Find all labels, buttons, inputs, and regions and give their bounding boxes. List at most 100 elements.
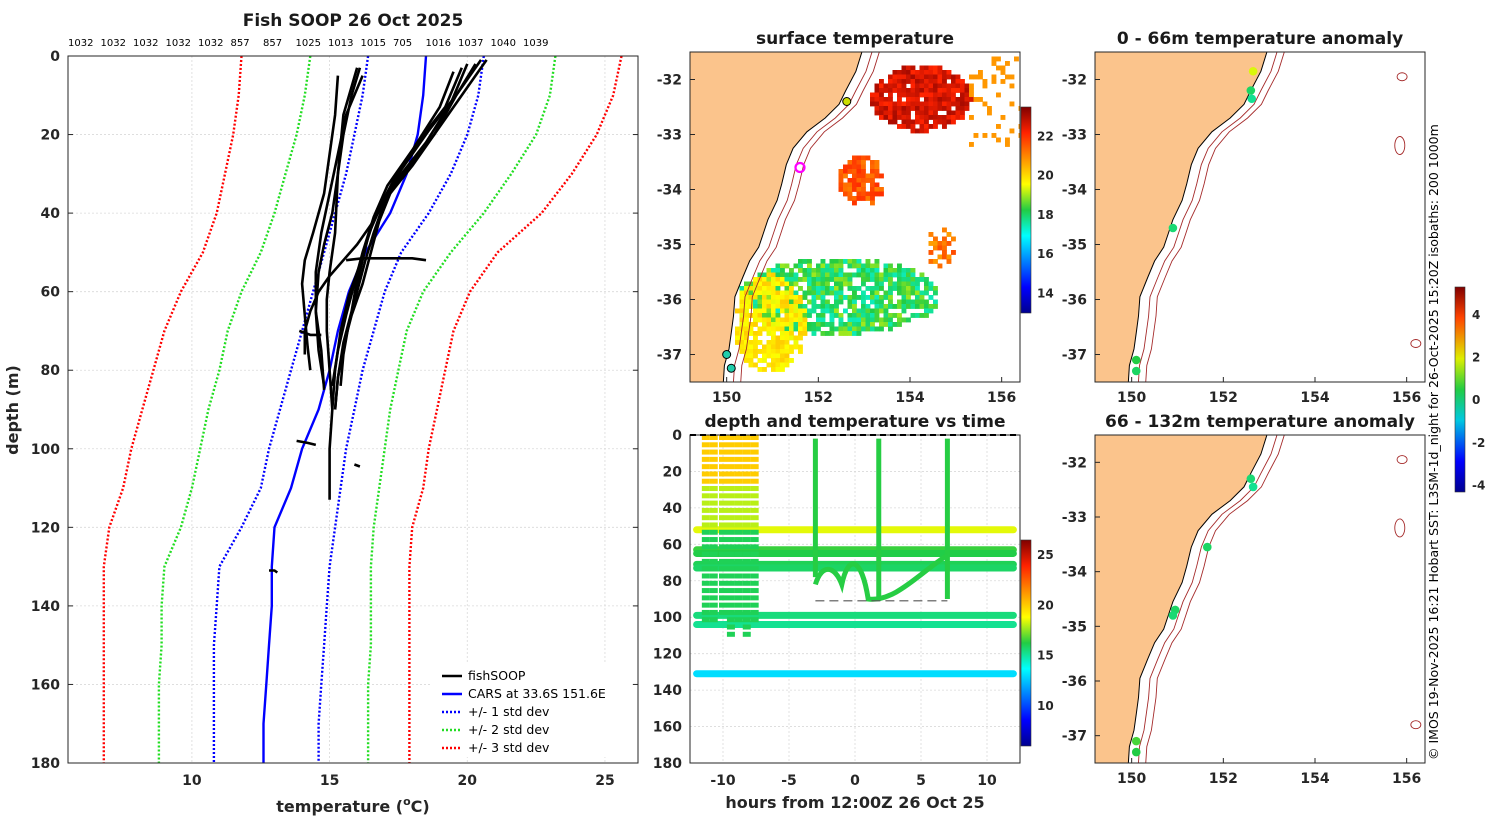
sst-cell xyxy=(928,232,934,237)
sst-cell xyxy=(928,92,934,98)
sst-cell xyxy=(910,281,916,287)
sst-cell xyxy=(897,322,902,327)
sst-cell xyxy=(937,254,943,260)
sst-cell xyxy=(789,281,794,287)
y-tick-label: -34 xyxy=(1062,183,1088,199)
cast-segment xyxy=(719,595,727,601)
sst-cell xyxy=(789,308,794,314)
sst-cell xyxy=(892,79,898,84)
y-tick-label: -33 xyxy=(1062,128,1087,144)
sst-cell xyxy=(888,299,893,305)
sst-cell xyxy=(892,304,898,309)
sst-cell xyxy=(888,101,893,107)
sst-cell xyxy=(753,299,758,305)
sst-cell xyxy=(820,259,826,264)
sst-cell xyxy=(1009,74,1015,80)
cast-segment xyxy=(734,551,743,557)
sst-cell xyxy=(960,101,965,107)
cast-segment xyxy=(734,464,743,470)
sst-cell xyxy=(969,74,974,80)
sst-cell xyxy=(798,304,803,309)
sst-cell xyxy=(874,313,880,318)
sst-cell xyxy=(897,290,902,296)
cast-segment xyxy=(709,493,718,499)
profile-xlabel: temperature (oC) xyxy=(276,795,429,816)
cast-segment xyxy=(709,529,718,535)
sst-cell xyxy=(951,74,956,80)
sst-cell xyxy=(951,92,956,98)
sst-cell xyxy=(852,295,857,300)
sst-cell xyxy=(924,110,929,116)
sst-cell xyxy=(789,349,794,354)
y-tick-label: 120 xyxy=(31,520,60,536)
x-tick-label: 152 xyxy=(804,390,833,406)
sst-cell xyxy=(928,70,934,75)
sst-cell xyxy=(784,335,790,341)
cast-segment xyxy=(734,449,743,455)
sst-cell xyxy=(852,308,857,314)
sst-cell xyxy=(937,83,943,89)
sst-cell xyxy=(780,358,785,363)
cast-segment xyxy=(742,617,751,623)
cast-segment xyxy=(726,602,735,608)
fishsoop-profile xyxy=(303,173,400,355)
sst-cell xyxy=(1005,142,1010,147)
sst-cell xyxy=(874,272,880,278)
sst-cell xyxy=(919,79,925,84)
cast-segment xyxy=(734,456,743,462)
sst-cell xyxy=(825,290,830,296)
anomaly-point xyxy=(1248,66,1258,76)
sst-cell xyxy=(816,272,821,278)
sst-cell xyxy=(924,286,929,291)
sst-cell xyxy=(924,313,929,318)
cast-segment xyxy=(719,435,727,440)
sst-cell xyxy=(739,304,745,309)
sst-cell xyxy=(852,187,857,192)
sst-cell xyxy=(906,299,911,305)
sst-cell xyxy=(802,295,808,300)
sst-cell xyxy=(946,110,952,116)
sst-cell xyxy=(771,344,776,350)
sst-cell xyxy=(928,79,934,84)
sst-cell xyxy=(892,286,898,291)
sst-cell xyxy=(1018,124,1020,129)
cast-segment xyxy=(734,493,743,499)
sst-cell xyxy=(861,155,866,161)
sst-cell xyxy=(762,272,767,278)
y-tick-label: -34 xyxy=(657,183,683,199)
sst-cell xyxy=(793,308,799,314)
sst-cell xyxy=(969,142,974,147)
sst-cell xyxy=(861,187,866,192)
sst-cell xyxy=(811,304,817,309)
sst-cell xyxy=(924,304,929,309)
sst-cell xyxy=(784,326,790,332)
anomaly-point xyxy=(1131,366,1141,376)
sst-cell xyxy=(784,277,790,282)
depth-time-colorbar xyxy=(1020,539,1032,747)
sst-cell xyxy=(919,128,925,134)
cast-segment xyxy=(709,617,718,623)
sst-cell xyxy=(802,322,808,327)
sst-cell xyxy=(757,304,763,309)
sst-cell xyxy=(838,326,844,332)
sst-cell xyxy=(838,281,844,287)
sst-cell xyxy=(847,182,853,188)
sst-cell xyxy=(757,331,763,336)
sst-cell xyxy=(766,362,772,368)
y-tick-label: 40 xyxy=(663,501,683,517)
depth-time-xlabel: hours from 12:00Z 26 Oct 25 xyxy=(725,793,984,812)
sst-cell xyxy=(901,119,907,125)
sst-cell xyxy=(820,308,826,314)
sst-cell xyxy=(838,313,844,318)
sst-cell xyxy=(834,272,839,278)
sst-cell xyxy=(919,110,925,116)
sst-cell xyxy=(969,92,974,98)
sst-cell xyxy=(852,173,857,179)
cast-segment xyxy=(742,573,751,579)
cast-segment xyxy=(742,442,751,448)
station-marker xyxy=(726,363,736,373)
sst-cell xyxy=(870,92,875,98)
isobath-200 xyxy=(732,52,873,382)
sst-cell xyxy=(834,290,839,296)
